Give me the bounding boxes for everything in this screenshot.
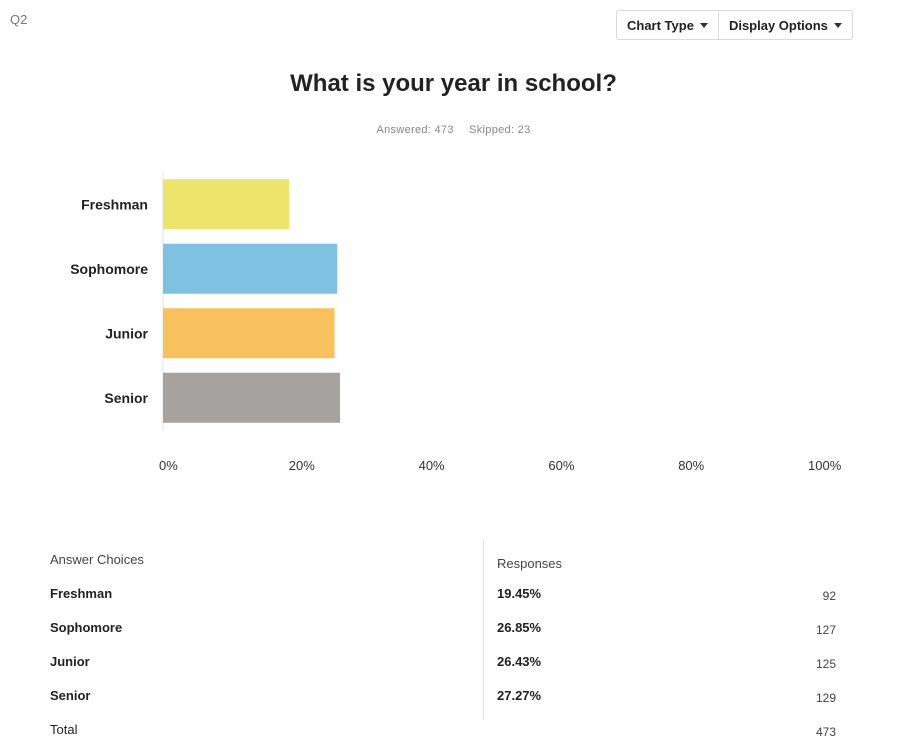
row-choice: Junior <box>50 654 90 669</box>
row-choice: Sophomore <box>50 620 123 635</box>
category-label: Junior <box>105 325 148 341</box>
chevron-down-icon <box>833 22 842 28</box>
chart-toolbar: Chart Type Display Options <box>616 10 853 40</box>
row-percent: 26.85% <box>497 620 542 635</box>
table-column-divider <box>483 540 484 720</box>
row-count: 127 <box>815 623 836 637</box>
response-summary: Answered: 473 Skipped: 23 <box>0 124 907 136</box>
row-percent: 19.45% <box>497 586 542 601</box>
bar-sophomore[interactable] <box>163 243 338 294</box>
question-number: Q2 <box>10 12 28 27</box>
display-options-button[interactable]: Display Options <box>717 11 852 39</box>
row-percent: 27.27% <box>497 688 542 703</box>
header-responses: Responses <box>497 556 563 571</box>
bar-senior[interactable] <box>163 372 340 423</box>
table-row: Sophomore 26.85% 127 <box>50 611 850 645</box>
chevron-down-icon <box>699 22 708 28</box>
bar-junior[interactable] <box>163 308 335 359</box>
answered-count: Answered: 473 <box>376 124 454 136</box>
chart-type-label: Chart Type <box>627 17 694 33</box>
chart-title: What is your year in school? <box>290 70 617 97</box>
bar-chart: Freshman Sophomore Junior Senior 0% 20% 40% 60%… <box>70 172 842 473</box>
x-tick-label: 60% <box>548 458 574 473</box>
table-header-row: Answer Choices Responses <box>50 543 850 577</box>
total-count: 473 <box>815 725 836 739</box>
header-answer-choices: Answer Choices <box>50 552 144 567</box>
x-tick-label: 0% <box>159 458 178 473</box>
category-label: Senior <box>104 390 148 406</box>
x-tick-label: 20% <box>289 458 315 473</box>
bar-freshman[interactable] <box>163 179 290 230</box>
display-options-label: Display Options <box>728 17 828 33</box>
table-row: Junior 26.43% 125 <box>50 645 850 679</box>
total-label: Total <box>50 722 78 737</box>
row-count: 125 <box>815 657 836 671</box>
row-choice: Senior <box>50 688 91 703</box>
row-percent: 26.43% <box>497 654 542 669</box>
row-count: 129 <box>815 691 836 705</box>
row-choice: Freshman <box>50 586 113 601</box>
chart-type-button[interactable]: Chart Type <box>617 11 718 39</box>
x-tick-label: 100% <box>808 458 842 473</box>
category-label: Freshman <box>81 196 148 212</box>
category-label: Sophomore <box>70 261 148 277</box>
table-row: Senior 27.27% 129 <box>50 679 850 713</box>
x-tick-label: 40% <box>419 458 445 473</box>
row-count: 92 <box>822 589 836 603</box>
table-row: Freshman 19.45% 92 <box>50 577 850 611</box>
table-total-row: Total 473 <box>50 713 850 747</box>
x-tick-label: 80% <box>678 458 704 473</box>
skipped-count: Skipped: 23 <box>469 124 531 136</box>
